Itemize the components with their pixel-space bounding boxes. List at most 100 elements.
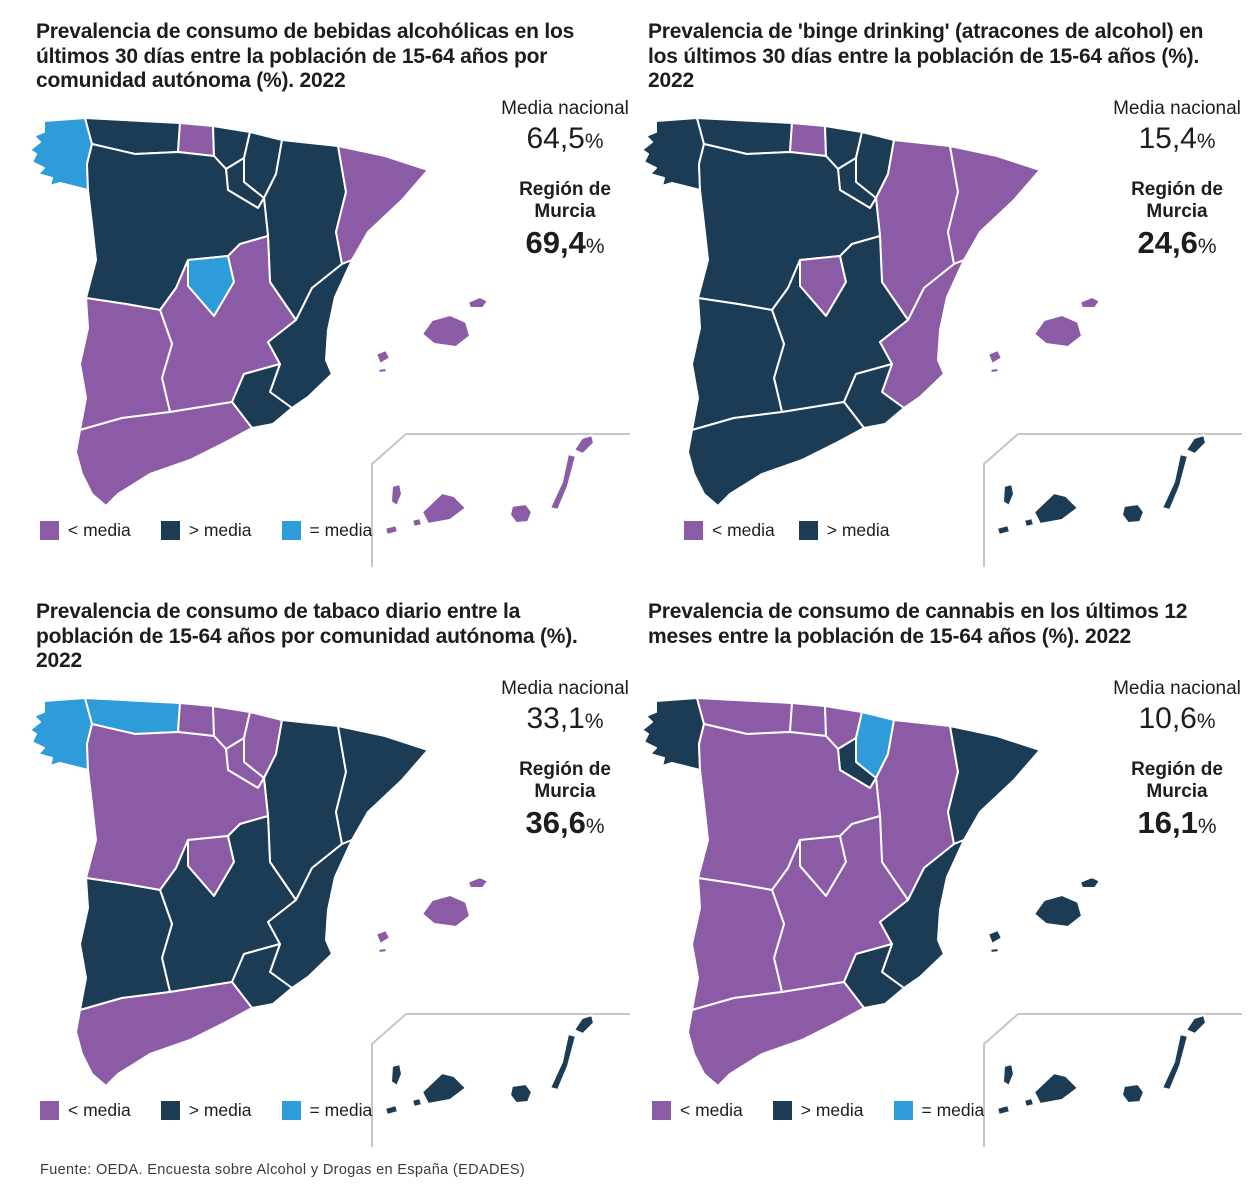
panel-cannabis: Prevalencia de consumo de cannabis en lo… [642,600,1248,1147]
legend-swatch-equal [281,1101,301,1120]
percent-sign: % [584,710,604,734]
murcia-value: 24,6% [1137,224,1217,260]
spain-map-cannabis [642,697,1242,1147]
legend-item-below: < media [684,520,775,541]
region-cataluna [335,725,429,845]
source-note: Fuente: OEDA. Encuesta sobre Alcohol y D… [40,1162,526,1178]
legend-swatch-above [772,1101,792,1120]
national-mean-value: 64,5% [526,122,604,156]
region-murcia [231,943,293,1009]
legend-label-below: < media [680,1100,743,1120]
legend-item-above: > media [798,520,890,541]
canary-islands-inset-border [371,1013,630,1147]
region-andalucia [75,981,253,1087]
national-mean-stat: Media nacional 15,4% [1110,98,1244,155]
region-galicia [30,697,93,771]
legend-label-above: > media [188,1100,252,1120]
percent-sign: % [1196,710,1216,734]
spain-map-alcohol [30,117,630,567]
region-extremadura [79,877,173,1011]
region-galicia [642,697,705,771]
legend-cannabis: < media > media = media [652,1100,984,1121]
region-cataluna [947,725,1041,845]
region-cantabria [789,702,827,737]
region-galicia [642,117,705,191]
region-cantabria [789,122,827,157]
region-murcia [843,943,905,1009]
region-galicia [30,117,93,191]
murcia-label: Región de Murcia [519,758,611,803]
national-mean-value: 33,1% [526,702,604,736]
legend-swatch-below [684,521,703,540]
region-murcia [231,363,293,429]
map-alcohol: Media nacional 64,5% Región de Murcia 69… [30,98,630,572]
legend-swatch-above [160,1101,180,1120]
region-baleares [375,876,489,954]
map-tabaco: Media nacional 33,1% Región de Murcia 36… [30,678,630,1152]
stats-cannabis: Media nacional 10,6% Región de Murcia 16… [1110,678,1244,839]
legend-swatch-below [652,1101,671,1120]
legend-tabaco: < media > media = media [40,1100,372,1121]
murcia-stat: Región de Murcia 16,1% [1110,759,1244,839]
national-mean-stat: Media nacional 10,6% [1110,678,1244,735]
map-cannabis: Media nacional 10,6% Región de Murcia 16… [642,678,1242,1152]
murcia-stat: Región de Murcia 24,6% [1110,179,1244,259]
national-mean-value: 10,6% [1138,702,1216,736]
legend-item-equal: = media [281,520,373,541]
legend-label-equal: = media [309,520,373,540]
region-baleares [987,876,1101,954]
region-andalucia [75,401,253,507]
region-canarias [384,1014,595,1116]
panel-title-alcohol: Prevalencia de consumo de bebidas alcohó… [36,20,575,93]
legend-binge: < media > media [684,520,890,541]
stats-alcohol: Media nacional 64,5% Región de Murcia 69… [498,98,632,259]
region-cantabria [177,702,215,737]
legend-label-below: < media [68,1100,131,1120]
national-mean-stat: Media nacional 64,5% [498,98,632,155]
legend-label-equal: = media [921,1100,985,1120]
national-mean-label: Media nacional [501,98,629,119]
panel-alcohol: Prevalencia de consumo de bebidas alcohó… [30,20,648,567]
region-cataluna [947,145,1041,265]
murcia-label: Región de Murcia [519,178,611,223]
region-andalucia [687,981,865,1087]
percent-sign: % [585,814,605,838]
panel-title-tabaco: Prevalencia de consumo de tabaco diario … [36,600,578,673]
percent-sign: % [1196,130,1216,154]
legend-item-below: < media [652,1100,743,1121]
legend-item-below: < media [40,520,131,541]
legend-swatch-equal [281,521,301,540]
murcia-label: Región de Murcia [1131,178,1223,223]
map-binge: Media nacional 15,4% Región de Murcia 24… [642,98,1244,572]
spain-map-tabaco [30,697,630,1147]
legend-swatch-equal [893,1101,913,1120]
murcia-stat: Región de Murcia 36,6% [498,759,632,839]
spain-map-binge [642,117,1242,567]
region-extremadura [691,297,785,431]
region-andalucia [687,401,865,507]
percent-sign: % [584,130,604,154]
legend-alcohol: < media > media = media [40,520,372,541]
legend-label-above: > media [826,520,890,540]
legend-swatch-below [40,521,59,540]
panel-binge: Prevalencia de 'binge drinking' (atracon… [642,20,1248,567]
percent-sign: % [585,234,605,258]
legend-item-above: > media [160,1100,252,1121]
panel-title-binge: Prevalencia de 'binge drinking' (atracon… [648,20,1204,93]
canary-islands-inset-border [983,1013,1242,1147]
legend-item-above: > media [160,520,252,541]
national-mean-label: Media nacional [501,678,629,699]
murcia-value: 36,6% [525,804,605,840]
region-canarias [996,434,1207,536]
legend-item-above: > media [772,1100,864,1121]
region-canarias [996,1014,1207,1116]
legend-item-equal: = media [281,1100,372,1121]
national-mean-label: Media nacional [1113,678,1241,699]
legend-label-above: > media [800,1100,864,1120]
region-extremadura [79,297,173,431]
legend-item-below: < media [40,1100,131,1121]
stats-tabaco: Media nacional 33,1% Región de Murcia 36… [498,678,632,839]
murcia-label: Región de Murcia [1131,758,1223,803]
legend-swatch-below [40,1101,59,1120]
murcia-stat: Región de Murcia 69,4% [498,179,632,259]
